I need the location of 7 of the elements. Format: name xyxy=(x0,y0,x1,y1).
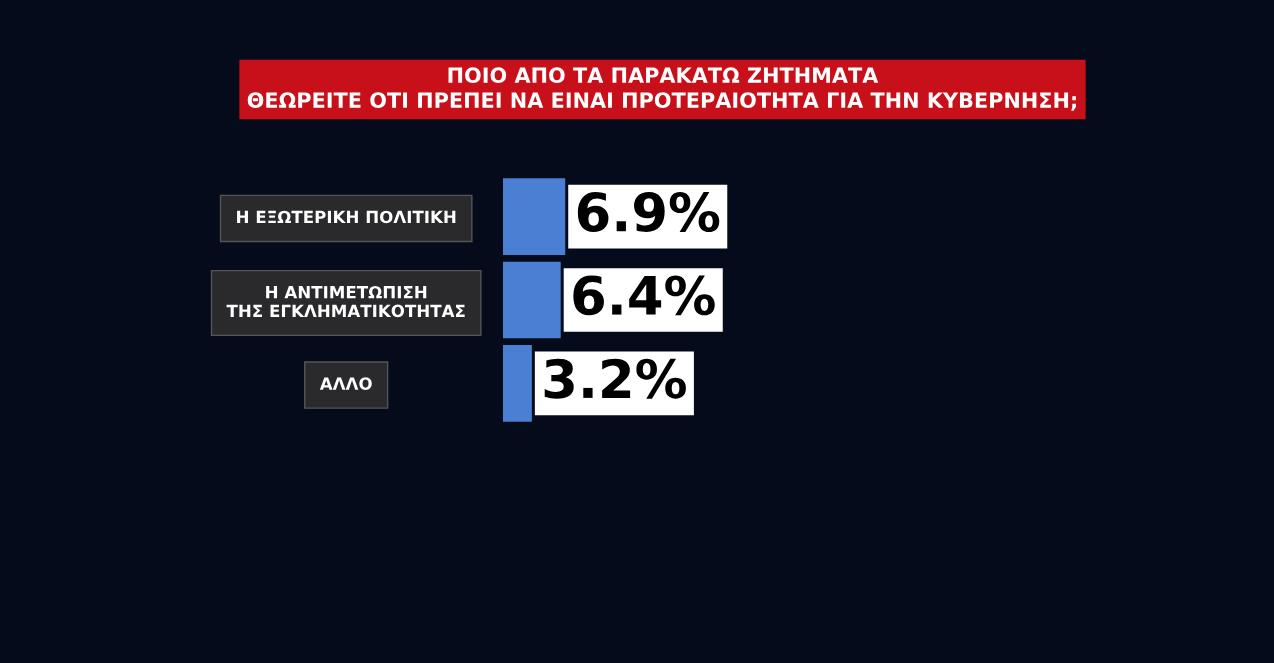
data-label: 6.4% xyxy=(573,275,715,316)
y-tick-label: ΑΛΛΟ xyxy=(319,377,372,390)
text: ΠΟΙΟ ΑΠΟ ΤΑ ΠΑΡΑΚΑΤΩ ΖΗΤΗΜΑΤΑ ΘΕΩΡΕΙΤΕ ΟΤΙ ΠΡΕΠΕΙ ΝΑ ΕΙΝΑΙ ΠΡΟΤΕΡΑΙΟΤΗΤΑ ΓΙΑ ΤΗΝ ΚΥΒΕΡΝΗΣΗ; xyxy=(247,67,1076,111)
data-label: 3.2% xyxy=(544,358,686,399)
y-tick-label: Η ΕΞΩΤΕΡΙΚΗ ΠΟΛΙΤΙΚΗ xyxy=(237,210,456,224)
data-label: 6.9% xyxy=(577,192,720,232)
y-tick-label: Η ΑΝΤΙΜΕΤΩΠΙΣΗ ΤΗΣ ΕΓΚΛΗΜΑΤΙΚΟΤΗΤΑΣ xyxy=(226,285,465,318)
